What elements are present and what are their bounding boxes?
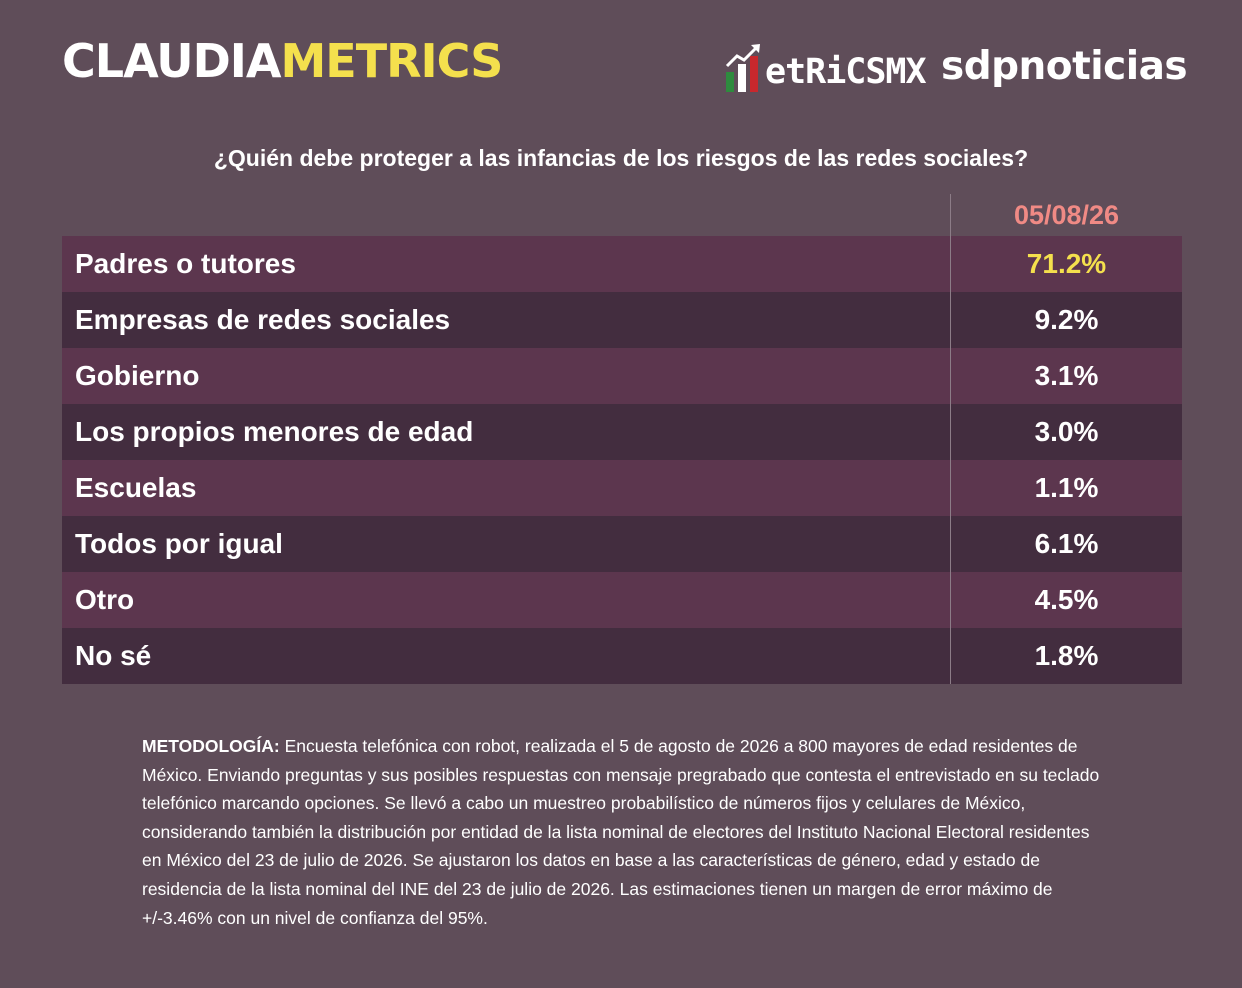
table-row: Otro 4.5% [62,572,1182,628]
row-label: Otro [75,584,135,615]
row-value: 3.1% [1034,360,1099,391]
table-row: Todos por igual 6.1% [62,516,1182,572]
table-row: Escuelas 1.1% [62,460,1182,516]
row-label: Escuelas [75,472,197,503]
table-header: 05/08/26 [62,194,1182,236]
row-label: Todos por igual [75,528,283,559]
table-row: Padres o tutores 71.2% [62,236,1182,292]
table-row: Gobierno 3.1% [62,348,1182,404]
results-table: 05/08/26 Padres o tutores 71.2% Empresas… [62,194,1182,684]
bar-chart-arrow-icon [725,44,760,92]
table-row: Los propios menores de edad 3.0% [62,404,1182,460]
row-label: Empresas de redes sociales [75,304,451,335]
row-value: 1.8% [1034,640,1099,671]
row-value: 9.2% [1034,304,1099,335]
row-label: Padres o tutores [75,248,296,279]
row-value: 4.5% [1034,584,1099,615]
brand-metrics: METRICS [280,34,504,88]
table-row: Empresas de redes sociales 9.2% [62,292,1182,348]
row-label: Los propios menores de edad [75,416,474,447]
methodology-label: METODOLOGÍA: [142,736,280,756]
methodology-text: Encuesta telefónica con robot, realizada… [142,736,1100,928]
row-label: Gobierno [75,360,200,391]
column-divider [950,194,951,684]
column-date: 05/08/26 [1013,200,1120,230]
chart-title: ¿Quién debe proteger a las infancias de … [213,145,1029,171]
brand-claudia: CLAUDIA [62,34,282,88]
sdpnoticias-logo: sdpnoticias [941,44,1188,89]
row-value: 1.1% [1034,472,1099,503]
row-value: 71.2% [1026,248,1107,279]
table-row: No sé 1.8% [62,628,1182,684]
row-label: No sé [75,640,152,671]
row-value: 3.0% [1034,416,1099,447]
row-value: 6.1% [1034,528,1099,559]
metricsmx-text: etRiCSMX [765,52,927,92]
metricsmx-logo: etRiCSMX [724,38,927,94]
claudiametrics-logo: CLAUDIAMETRICS [62,34,504,88]
methodology-note: METODOLOGÍA: Encuesta telefónica con rob… [142,732,1107,932]
